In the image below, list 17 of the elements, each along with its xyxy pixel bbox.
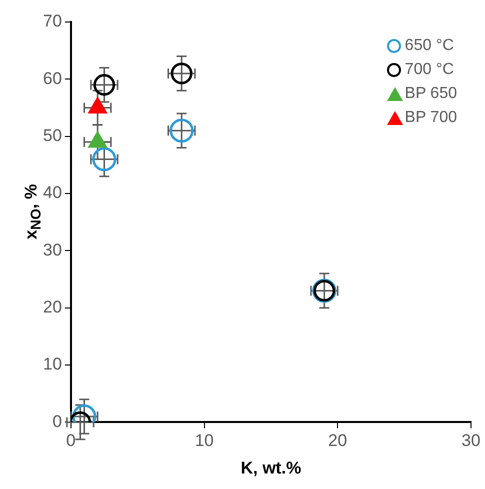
y-tick-label: 70 [42,12,62,31]
x-tick-label: 10 [194,431,214,450]
x-tick-label: 30 [462,431,480,450]
x-tick-label: 20 [328,431,348,450]
legend-label: BP 650 [404,85,457,103]
y-tick-label: 0 [52,412,62,431]
y-tick-label: 20 [42,298,62,317]
y-tick-label: 50 [42,126,62,146]
legend-label: 700 °C [404,61,454,79]
y-tick-label: 30 [42,240,62,260]
x-axis-title: K, wt.% [240,458,302,478]
legend-label: BP 700 [404,109,457,127]
y-tick-label: 60 [42,68,62,88]
y-tick-label: 40 [42,183,62,202]
y-tick-label: 10 [42,354,62,374]
legend-label: 650 °C [404,37,454,55]
x-tick-label: 0 [66,431,76,450]
